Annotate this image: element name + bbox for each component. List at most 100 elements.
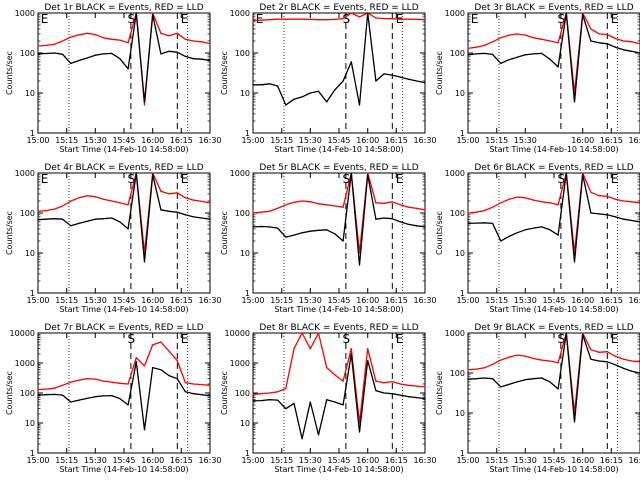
y-tick-label: 100 [450,369,465,378]
series-lld-point [391,201,393,203]
x-tick-label: 16:30 [628,136,640,145]
series-lld-point [334,18,336,20]
interval-marker-e: E [611,332,619,346]
y-tick-label: 10 [25,89,35,98]
series-events-point [500,386,502,388]
series-events-point [135,12,137,14]
x-tick-label: 16:00 [571,136,594,145]
series-lld-point [37,210,39,212]
series-events-point [334,401,336,403]
series-events-point [201,217,203,219]
series-events-point [367,360,369,362]
series-events-point [119,221,121,223]
series-events-point [102,395,105,397]
series-lld-point [102,380,105,382]
series-lld-point [532,199,535,201]
series-events-point [532,378,535,380]
series-lld-point [193,40,195,42]
interval-marker-s: S [342,12,350,26]
series-events-point [416,225,418,227]
series-events-point [492,222,494,224]
series-events-point [367,12,369,14]
series-lld-point [111,200,113,202]
series-events-point [102,53,105,55]
series-lld-point [317,332,320,334]
series-lld-point [94,196,96,198]
series-lld-point [623,200,625,202]
x-tick-label: 15:15 [55,136,78,145]
series-events-point [350,353,352,355]
series-events-point [45,52,47,55]
series-lld-point [285,18,287,20]
series-lld-point [334,205,336,207]
series-events-point [193,58,195,60]
y-tick-label: 100 [20,209,35,218]
series-events-point [252,226,254,228]
series-lld-point [367,348,369,350]
x-tick-label: 15:15 [485,456,508,465]
series-events-point [293,98,295,100]
x-tick-label: 16:15 [385,296,408,305]
y-tick-label: 10 [240,249,250,258]
series-events-point [37,394,39,396]
series-events-point [549,229,551,231]
series-events-point [467,378,469,380]
series-lld-point [358,16,361,18]
x-tick-label: 16:30 [413,136,436,145]
series-lld-point [193,199,195,201]
series-lld-point [541,359,543,361]
series-events-point [606,214,608,216]
series-lld-point [342,206,344,208]
x-tick-label: 16:15 [385,136,408,145]
series-lld-point [285,204,287,206]
series-events-point [358,104,361,106]
series-events-point [127,228,129,230]
series-events-point [383,73,385,75]
series-events-point [86,220,88,222]
series-events-point [102,218,105,220]
chart-title: Det 1r BLACK = Events, RED = LLD [44,3,203,13]
series-lld-point [399,204,401,206]
y-tick-label: 100 [20,389,35,398]
plot-frame [37,332,211,454]
series-lld-point [508,34,510,36]
series-lld-point [184,38,186,40]
chart-title: Det 5r BLACK = Events, RED = LLD [259,163,418,173]
series-lld-point [53,387,56,389]
series-events-point [201,394,203,396]
series-lld-point [70,36,72,38]
series-events-point [342,80,344,82]
series-events-point [573,421,576,423]
series-lld-point [301,18,303,20]
series-events-point [326,101,328,103]
series-lld-point [424,386,426,388]
series-events-point [277,227,279,229]
series-events-point [516,381,518,383]
x-tick-label: 15:00 [456,296,479,305]
y-tick-label: 100 [450,209,465,218]
series-lld-point [483,210,485,212]
series-lld-point [500,359,502,361]
series-lld-line [37,341,211,391]
y-tick-label: 10 [240,89,250,98]
series-events-point [557,66,559,68]
series-events-point [524,379,526,381]
series-events-point [399,394,401,396]
series-lld-point [127,42,129,44]
x-tick-label: 15:30 [84,136,107,145]
series-lld-point [317,203,320,205]
series-lld-point [301,332,303,334]
plot-frame [467,332,640,454]
chart-title: Det 6r BLACK = Events, RED = LLD [474,163,633,173]
series-lld-point [94,33,96,36]
interval-marker-s: S [127,12,135,26]
plot-frame [37,172,211,294]
series-events-point [184,214,186,216]
x-tick-label: 15:15 [55,296,78,305]
series-events-point [184,55,186,58]
series-lld-point [516,354,518,356]
series-events-point [168,375,170,377]
series-events-line [252,353,426,440]
